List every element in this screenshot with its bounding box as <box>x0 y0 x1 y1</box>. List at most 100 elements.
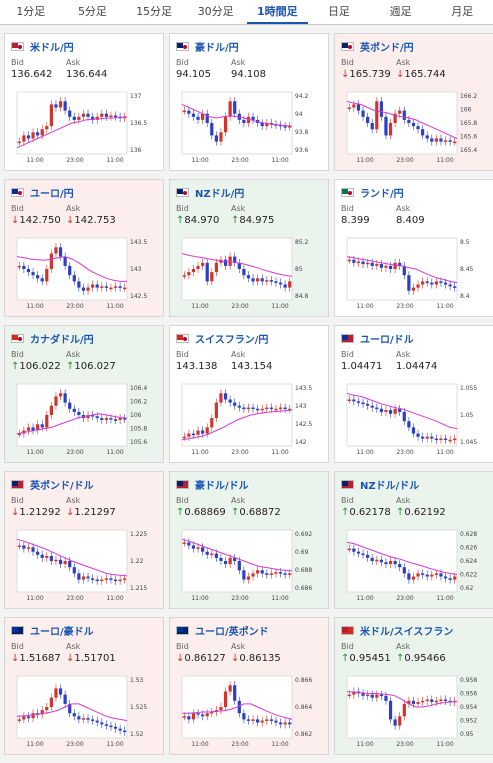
card-header: 豪ドル/ドル <box>176 477 249 492</box>
bid-label: Bid <box>11 58 24 67</box>
candle-body <box>375 559 379 562</box>
candle-body <box>233 557 237 561</box>
flag-icon <box>341 479 354 489</box>
currency-card[interactable]: ユーロ/ドル Bid Ask 1.04471 1.04474 1.055 1.05 1.045… <box>334 325 493 463</box>
candle-body <box>407 119 411 123</box>
currency-card[interactable]: 豪ドル/円 Bid Ask 94.105 94.108 94.2 94 93.8 93.6 11:… <box>169 33 329 171</box>
currency-card[interactable]: 豪ドル/ドル Bid Ask ↑0.68869 ↑0.68872 0.692 0.69 0.6… <box>169 471 329 609</box>
candle-body <box>91 719 95 721</box>
x-tick-label: 11:00 <box>356 303 373 310</box>
ask-label: Ask <box>396 204 411 213</box>
currency-card[interactable]: NZドル/ドル Bid Ask ↑0.62178 ↑0.62192 0.628 0.626 0… <box>334 471 493 609</box>
price-values: ↑84.970 ↑84.975 <box>176 215 274 226</box>
mini-chart[interactable]: 1.225 1.22 1.215 11:00 23:00 11:00 <box>15 528 159 604</box>
tab-timeframe[interactable]: 5分足 <box>77 5 107 18</box>
flag-icon <box>176 187 189 197</box>
candle-body <box>54 104 58 108</box>
pair-name-link[interactable]: 英ポンド/円 <box>360 42 414 54</box>
mini-chart[interactable]: 8.5 8.45 8.4 11:00 23:00 11:00 <box>345 236 489 312</box>
currency-card[interactable]: カナダドル/円 Bid Ask ↑106.022 ↑106.027 106.4 106.2 1… <box>4 325 164 463</box>
mini-chart[interactable]: 166.2 166 165.8 165.6 165.4 11:00 23:00 11:00 <box>345 90 489 166</box>
candle-body <box>352 548 356 552</box>
candle-body <box>379 101 383 117</box>
chart-plot-area <box>16 383 128 447</box>
mini-chart[interactable]: 143.5 143 142.5 142 11:00 23:00 11:00 <box>180 382 324 458</box>
y-tick-label: 143 <box>295 403 307 410</box>
candle-body <box>100 579 104 582</box>
mini-chart[interactable]: 1.055 1.05 1.045 11:00 23:00 11:00 <box>345 382 489 458</box>
pair-name-link[interactable]: ランド/円 <box>360 188 404 200</box>
currency-card[interactable]: 米ドル/スイスフラン Bid Ask ↑0.95451 ↑0.95466 0.958 0.9… <box>334 617 493 755</box>
candle-body <box>123 116 127 119</box>
tab-timeframe[interactable]: 週足 <box>389 5 412 18</box>
mini-chart[interactable]: 94.2 94 93.8 93.6 11:00 23:00 11:00 <box>180 90 324 166</box>
pair-name-link[interactable]: NZドル/円 <box>195 188 245 200</box>
x-tick-label: 11:00 <box>106 741 123 748</box>
candle-body <box>68 110 72 117</box>
pair-name-link[interactable]: スイスフラン/円 <box>195 334 269 346</box>
currency-card[interactable]: NZドル/円 Bid Ask ↑84.970 ↑84.975 85.2 85 84.8 11:0… <box>169 179 329 317</box>
flag-icon <box>11 333 24 343</box>
pair-name-link[interactable]: 豪ドル/ドル <box>195 480 249 492</box>
pair-name-link[interactable]: 英ポンド/ドル <box>30 480 94 492</box>
mini-chart[interactable]: 0.958 0.956 0.954 0.952 0.95 11:00 23:00 11:00 <box>345 674 489 750</box>
candle-body <box>113 579 118 582</box>
candle-body <box>375 407 379 410</box>
candle-body <box>398 262 402 266</box>
pair-name-link[interactable]: カナダドル/円 <box>30 334 94 346</box>
pair-name-link[interactable]: 米ドル/スイスフラン <box>360 626 454 638</box>
candle-body <box>182 436 186 439</box>
currency-card[interactable]: ユーロ/英ポンド Bid Ask ↓0.86127 ↓0.86135 0.866 0.864… <box>169 617 329 755</box>
tab-timeframe[interactable]: 30分足 <box>197 5 234 18</box>
mini-chart[interactable]: 1.53 1.525 1.52 11:00 23:00 11:00 <box>15 674 159 750</box>
candle-body <box>398 716 402 726</box>
chart-svg: 8.5 8.45 8.4 11:00 23:00 11:00 <box>346 237 474 310</box>
candle-body <box>233 685 237 701</box>
pair-name-link[interactable]: ユーロ/豪ドル <box>30 626 94 638</box>
candle-body <box>411 123 416 127</box>
mini-chart[interactable]: 137 136.5 136 11:00 23:00 11:00 <box>15 90 159 166</box>
tab-timeframe[interactable]: 日足 <box>327 5 350 18</box>
pair-name-link[interactable]: NZドル/ドル <box>360 480 420 492</box>
mini-chart[interactable]: 106.4 106.2 106 105.8 105.6 11:00 23:00 11:00 <box>15 382 159 458</box>
currency-card[interactable]: ランド/円 Bid Ask 8.399 8.409 8.5 8.45 8.4 11:00 23:0… <box>334 179 493 317</box>
currency-card[interactable]: 英ポンド/円 Bid Ask ↓165.739 ↓165.744 166.2 166 165.… <box>334 33 493 171</box>
y-tick-label: 1.22 <box>130 558 144 565</box>
candle-body <box>407 700 411 704</box>
pair-name-link[interactable]: 豪ドル/円 <box>195 42 239 54</box>
candle-body <box>196 713 200 715</box>
mini-chart[interactable]: 143.5 143 142.5 11:00 23:00 11:00 <box>15 236 159 312</box>
candle-body <box>86 576 90 579</box>
bid-price: 1.04471 <box>341 361 396 372</box>
ask-value: 1.04474 <box>396 361 438 372</box>
candle-body <box>205 113 209 123</box>
candle-body <box>205 551 209 555</box>
currency-card[interactable]: ユーロ/豪ドル Bid Ask ↓1.51687 ↓1.51701 1.53 1.525 1.… <box>4 617 164 755</box>
y-tick-label: 0.954 <box>460 704 477 711</box>
bid-label: Bid <box>11 350 24 359</box>
mini-chart[interactable]: 85.2 85 84.8 11:00 23:00 11:00 <box>180 236 324 312</box>
pair-name-link[interactable]: ユーロ/ドル <box>360 334 414 346</box>
currency-card[interactable]: ユーロ/円 Bid Ask ↓142.750 ↓142.753 143.5 143 142.5… <box>4 179 164 317</box>
currency-card[interactable]: 英ポンド/ドル Bid Ask ↓1.21292 ↓1.21297 1.225 1.22 1.… <box>4 471 164 609</box>
y-tick-label: 94 <box>295 111 303 118</box>
tab-timeframe[interactable]: 1分足 <box>16 5 46 18</box>
pair-name-link[interactable]: ユーロ/円 <box>30 188 74 200</box>
pair-name-link[interactable]: ユーロ/英ポンド <box>195 626 269 638</box>
x-tick-label: 23:00 <box>396 157 413 164</box>
tab-timeframe[interactable]: 1時間足 <box>246 0 309 24</box>
card-header: ユーロ/ドル <box>341 331 414 346</box>
pair-name-link[interactable]: 米ドル/円 <box>30 42 74 54</box>
mini-chart[interactable]: 0.692 0.69 0.688 0.686 11:00 23:00 11:00 <box>180 528 324 604</box>
y-tick-label: 166 <box>460 107 472 114</box>
candle-body <box>72 116 76 120</box>
ask-value: 1.21297 <box>74 507 116 518</box>
currency-card[interactable]: スイスフラン/円 Bid Ask 143.138 143.154 143.5 143 142.… <box>169 325 329 463</box>
mini-chart[interactable]: 0.628 0.626 0.624 0.622 0.62 11:00 23:00 11:00 <box>345 528 489 604</box>
price-values: 136.642 136.644 <box>11 69 107 80</box>
tab-timeframe[interactable]: 月足 <box>451 5 474 18</box>
tab-timeframe[interactable]: 15分足 <box>136 5 173 18</box>
arrow-up-icon: ↑ <box>396 653 405 664</box>
currency-card[interactable]: 米ドル/円 Bid Ask 136.642 136.644 137 136.5 136 11:0… <box>4 33 164 171</box>
mini-chart[interactable]: 0.866 0.864 0.862 11:00 23:00 11:00 <box>180 674 324 750</box>
